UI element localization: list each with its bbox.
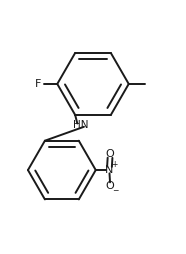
Text: HN: HN: [73, 120, 88, 130]
Text: +: +: [111, 160, 118, 169]
Text: O: O: [106, 181, 114, 191]
Text: N: N: [105, 165, 114, 175]
Text: −: −: [112, 186, 118, 195]
Text: O: O: [106, 150, 114, 160]
Text: F: F: [35, 79, 42, 89]
